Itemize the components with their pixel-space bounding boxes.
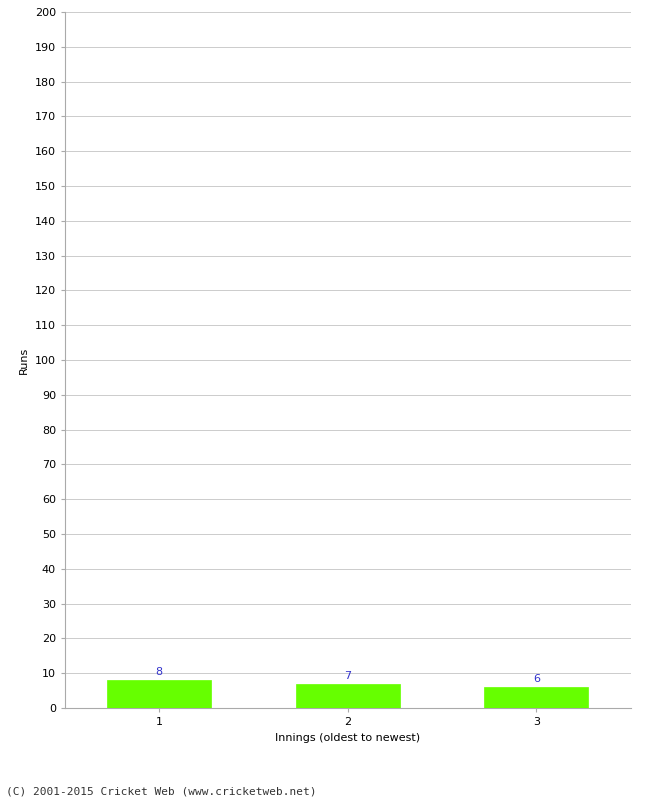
Text: (C) 2001-2015 Cricket Web (www.cricketweb.net): (C) 2001-2015 Cricket Web (www.cricketwe…	[6, 786, 317, 796]
Bar	[296, 684, 400, 708]
Y-axis label: Runs: Runs	[20, 346, 29, 374]
Text: 6: 6	[533, 674, 540, 684]
Text: 8: 8	[156, 667, 162, 678]
X-axis label: Innings (oldest to newest): Innings (oldest to newest)	[275, 733, 421, 742]
Bar	[107, 680, 211, 708]
Bar	[484, 687, 588, 708]
Text: 7: 7	[344, 671, 351, 681]
